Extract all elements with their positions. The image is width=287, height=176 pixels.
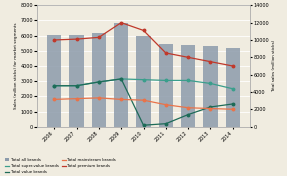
- Bar: [136, 36, 151, 127]
- Bar: [203, 46, 218, 127]
- Bar: [226, 48, 240, 127]
- Bar: [69, 35, 84, 127]
- Y-axis label: Sales (million sticks) for market segments: Sales (million sticks) for market segmen…: [14, 23, 18, 109]
- Bar: [47, 35, 61, 127]
- Legend: Total all brands, Total super-value brands, Total value brands, Total mainstream: Total all brands, Total super-value bran…: [5, 158, 116, 174]
- Bar: [114, 23, 129, 127]
- Bar: [181, 45, 195, 127]
- Bar: [92, 33, 106, 127]
- Bar: [158, 44, 173, 127]
- Y-axis label: Total sales (million sticks): Total sales (million sticks): [272, 40, 276, 92]
